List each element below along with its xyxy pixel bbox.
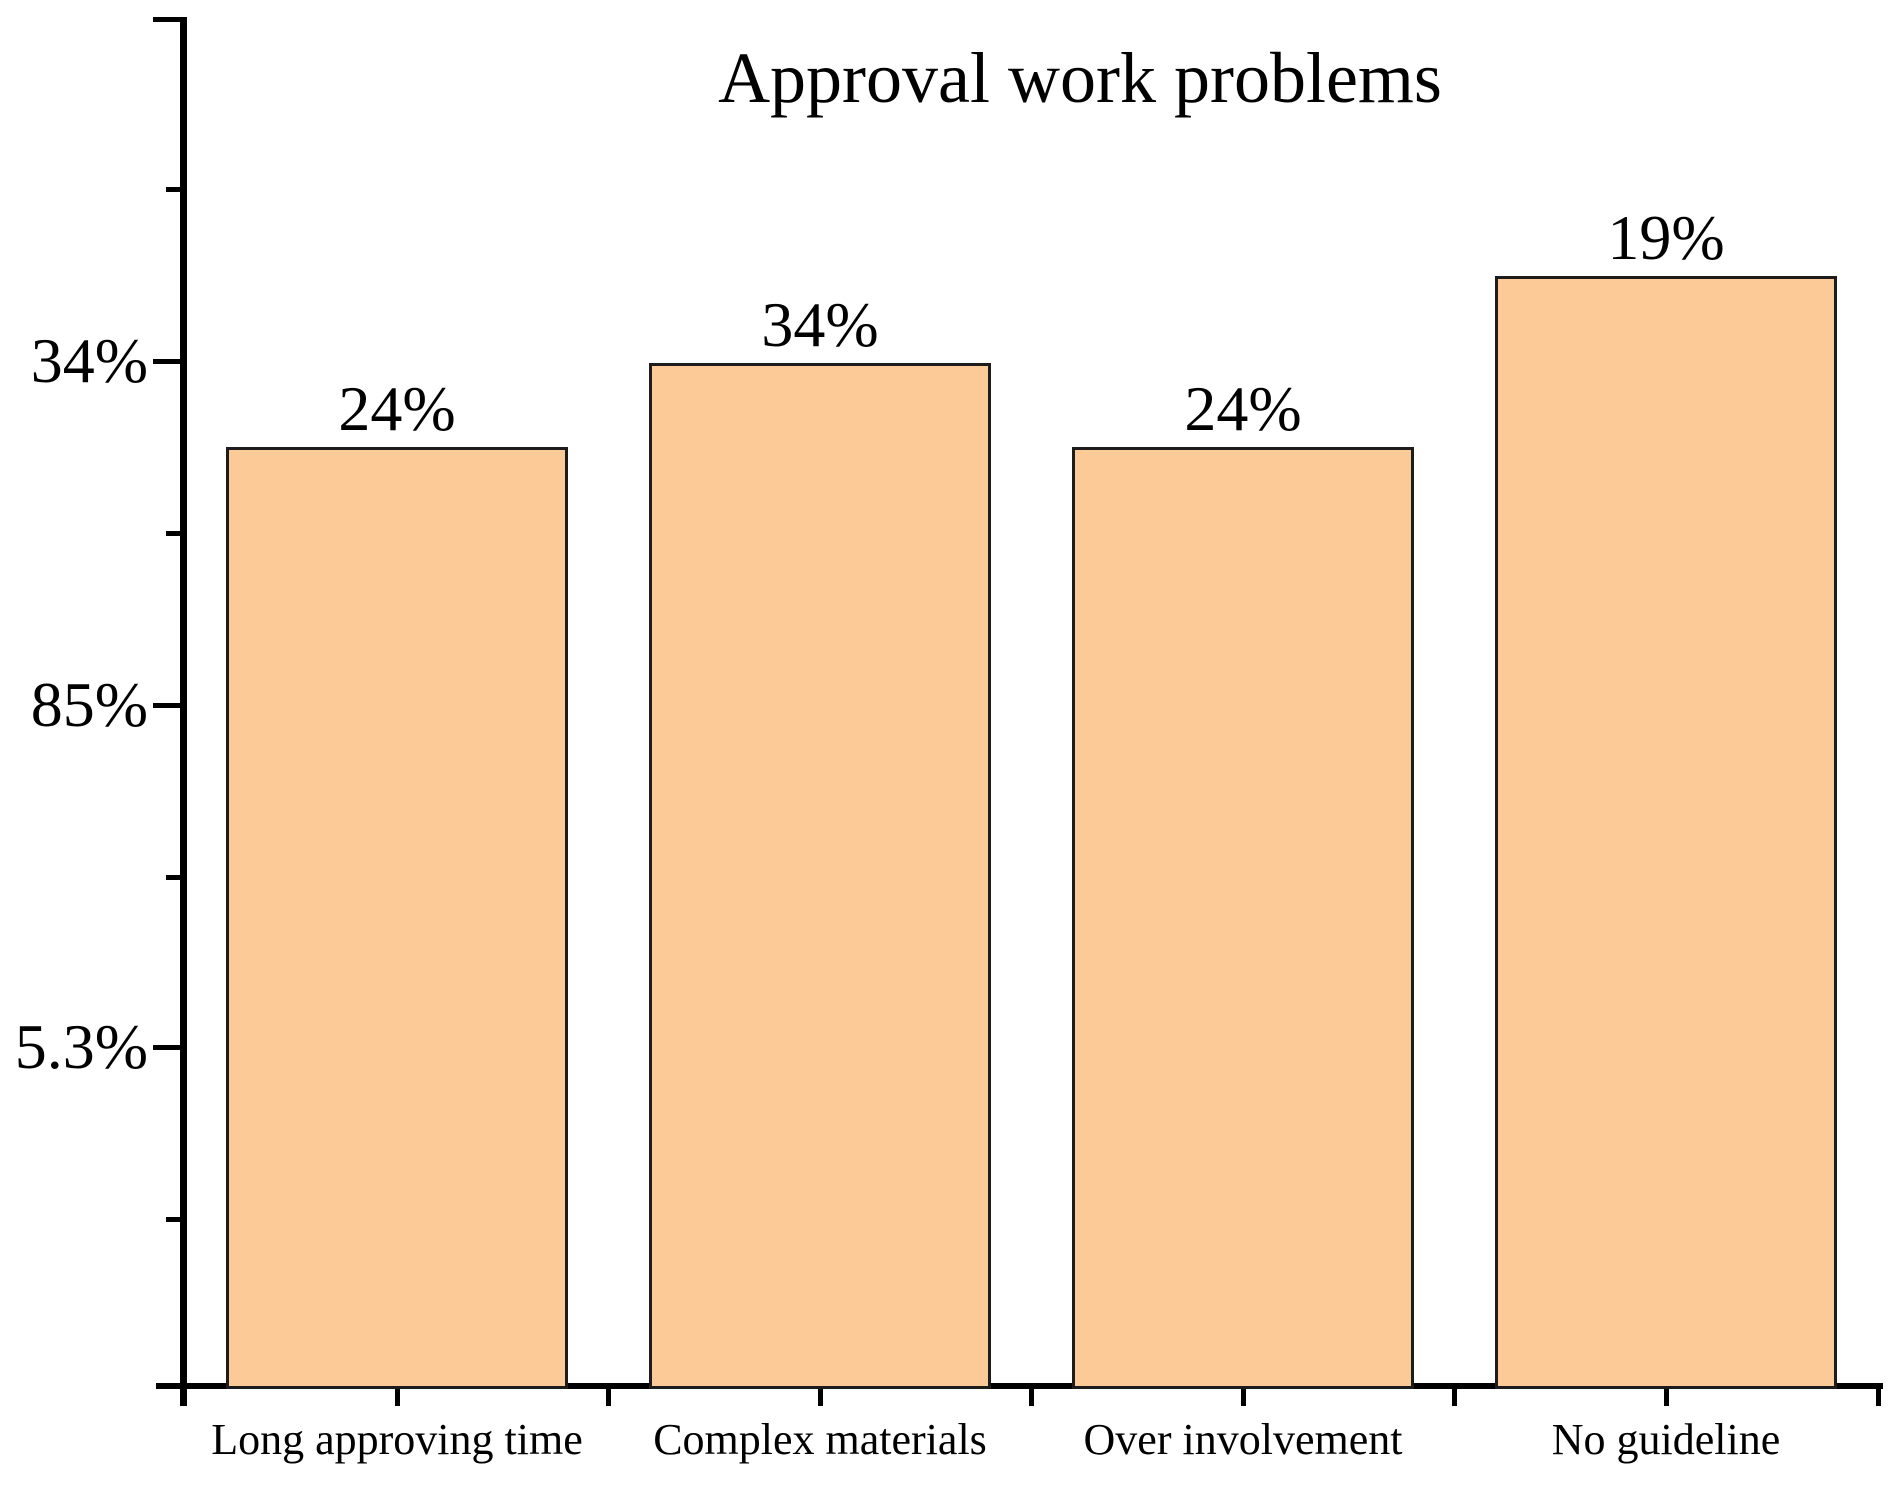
x-axis-tick — [1664, 1389, 1669, 1406]
y-tick-label: 34% — [30, 325, 148, 396]
x-axis-line — [156, 1383, 1883, 1389]
x-axis-tick — [818, 1389, 823, 1406]
bar-value-label: 34% — [761, 289, 879, 360]
bar-value-label: 24% — [1184, 373, 1302, 444]
bar-value-label: 19% — [1607, 202, 1725, 273]
x-axis-tick — [1452, 1389, 1457, 1406]
bar-over-involvement — [1072, 447, 1414, 1389]
y-axis-tick — [153, 703, 180, 708]
chart-title: Approval work problems — [718, 38, 1442, 118]
y-axis-tick — [166, 1217, 180, 1222]
x-category-label: Over involvement — [1083, 1415, 1403, 1464]
x-axis-tick — [395, 1389, 400, 1406]
y-axis-tick — [166, 187, 180, 192]
bar-complex-materials — [649, 363, 991, 1389]
x-axis-tick — [1029, 1389, 1034, 1406]
y-axis-line — [180, 17, 187, 1406]
x-axis-tick — [1876, 1389, 1881, 1406]
y-axis-tick — [153, 17, 180, 22]
y-tick-label: 5.3% — [14, 1011, 148, 1082]
y-axis-tick — [166, 531, 180, 536]
y-axis-tick — [166, 875, 180, 880]
bar-value-label: 24% — [338, 373, 456, 444]
x-category-label: Complex materials — [653, 1415, 987, 1464]
bar-no-guideline — [1495, 276, 1837, 1389]
x-axis-tick — [1241, 1389, 1246, 1406]
bar-long-approving-time — [226, 447, 568, 1389]
y-tick-label: 85% — [30, 669, 148, 740]
y-axis-tick — [153, 359, 180, 364]
y-axis-tick — [153, 1045, 180, 1050]
x-axis-tick — [606, 1389, 611, 1406]
x-category-label: Long approving time — [211, 1415, 583, 1464]
x-category-label: No guideline — [1551, 1415, 1781, 1464]
